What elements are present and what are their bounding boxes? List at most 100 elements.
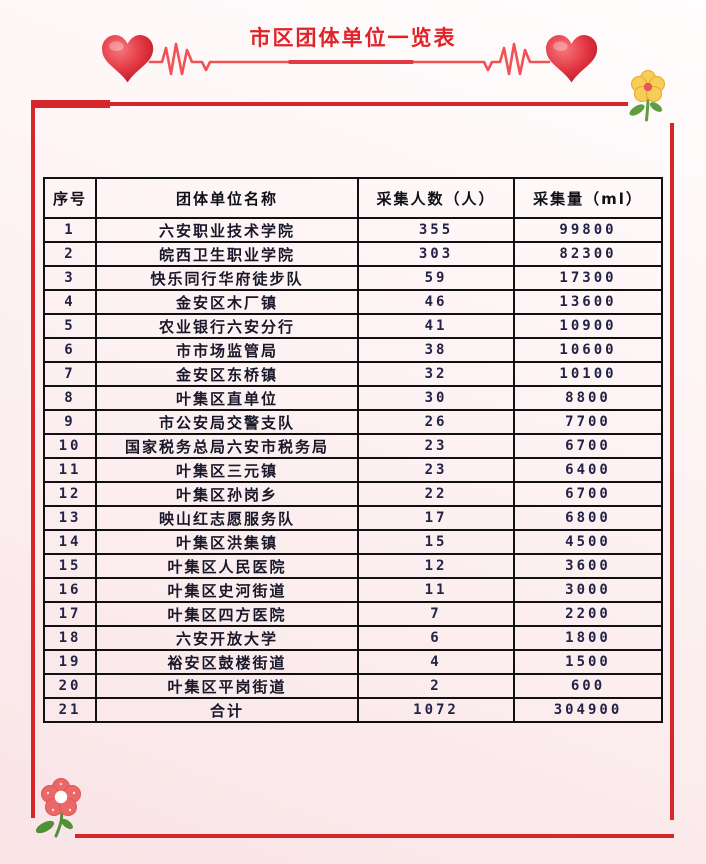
frame-left-line bbox=[31, 100, 35, 818]
cell-people-count: 355 bbox=[357, 217, 515, 243]
cell-unit-name: 金安区东桥镇 bbox=[95, 361, 359, 387]
pink-flower-icon bbox=[35, 778, 81, 838]
cell-unit-name: 合计 bbox=[95, 697, 359, 723]
table-row: 21 合计 1072 304900 bbox=[43, 697, 663, 723]
col-header-no: 序号 bbox=[43, 177, 97, 219]
col-header-people: 采集人数（人） bbox=[357, 177, 515, 219]
table-row: 11 叶集区三元镇 23 6400 bbox=[43, 457, 663, 483]
frame-top-line bbox=[31, 102, 628, 106]
cell-volume-ml: 7700 bbox=[513, 409, 663, 435]
cell-volume-ml: 1500 bbox=[513, 649, 663, 675]
table-row: 1 六安职业技术学院 355 99800 bbox=[43, 217, 663, 243]
cell-people-count: 41 bbox=[357, 313, 515, 339]
cell-volume-ml: 1800 bbox=[513, 625, 663, 651]
cell-serial-number: 12 bbox=[43, 481, 97, 507]
cell-volume-ml: 10100 bbox=[513, 361, 663, 387]
cell-people-count: 2 bbox=[357, 673, 515, 699]
cell-unit-name: 叶集区人民医院 bbox=[95, 553, 359, 579]
cell-serial-number: 18 bbox=[43, 625, 97, 651]
cell-volume-ml: 99800 bbox=[513, 217, 663, 243]
cell-serial-number: 20 bbox=[43, 673, 97, 699]
heart-icon bbox=[546, 35, 598, 83]
table-body: 1 六安职业技术学院 355 99800 2 皖西卫生职业学院 303 8230… bbox=[43, 217, 663, 723]
cell-volume-ml: 8800 bbox=[513, 385, 663, 411]
cell-unit-name: 叶集区孙岗乡 bbox=[95, 481, 359, 507]
cell-people-count: 32 bbox=[357, 361, 515, 387]
cell-volume-ml: 3000 bbox=[513, 577, 663, 603]
cell-volume-ml: 6700 bbox=[513, 433, 663, 459]
cell-people-count: 22 bbox=[357, 481, 515, 507]
cell-people-count: 15 bbox=[357, 529, 515, 555]
table-row: 19 裕安区鼓楼街道 4 1500 bbox=[43, 649, 663, 675]
cell-people-count: 26 bbox=[357, 409, 515, 435]
table-row: 6 市市场监管局 38 10600 bbox=[43, 337, 663, 363]
cell-volume-ml: 17300 bbox=[513, 265, 663, 291]
cell-people-count: 6 bbox=[357, 625, 515, 651]
table-row: 7 金安区东桥镇 32 10100 bbox=[43, 361, 663, 387]
cell-serial-number: 1 bbox=[43, 217, 97, 243]
cell-serial-number: 9 bbox=[43, 409, 97, 435]
cell-unit-name: 六安职业技术学院 bbox=[95, 217, 359, 243]
cell-volume-ml: 82300 bbox=[513, 241, 663, 267]
cell-serial-number: 13 bbox=[43, 505, 97, 531]
ekg-heartbeat-line-icon bbox=[148, 42, 551, 76]
cell-unit-name: 农业银行六安分行 bbox=[95, 313, 359, 339]
frame-bottom-line bbox=[75, 834, 674, 838]
heart-icon bbox=[102, 35, 154, 83]
group-units-table: 序号 团体单位名称 采集人数（人） 采集量（ml） 1 六安职业技术学院 355… bbox=[43, 177, 663, 723]
cell-volume-ml: 2200 bbox=[513, 601, 663, 627]
cell-volume-ml: 3600 bbox=[513, 553, 663, 579]
cell-serial-number: 21 bbox=[43, 697, 97, 723]
table-header-row: 序号 团体单位名称 采集人数（人） 采集量（ml） bbox=[43, 177, 663, 219]
cell-people-count: 38 bbox=[357, 337, 515, 363]
table-row: 3 快乐同行华府徒步队 59 17300 bbox=[43, 265, 663, 291]
cell-people-count: 303 bbox=[357, 241, 515, 267]
table-row: 18 六安开放大学 6 1800 bbox=[43, 625, 663, 651]
cell-serial-number: 14 bbox=[43, 529, 97, 555]
cell-serial-number: 3 bbox=[43, 265, 97, 291]
cell-people-count: 12 bbox=[357, 553, 515, 579]
table-row: 15 叶集区人民医院 12 3600 bbox=[43, 553, 663, 579]
cell-people-count: 1072 bbox=[357, 697, 515, 723]
cell-volume-ml: 10600 bbox=[513, 337, 663, 363]
col-header-volume: 采集量（ml） bbox=[513, 177, 663, 219]
yellow-flower-icon bbox=[629, 70, 665, 122]
table-row: 12 叶集区孙岗乡 22 6700 bbox=[43, 481, 663, 507]
table-row: 17 叶集区四方医院 7 2200 bbox=[43, 601, 663, 627]
cell-serial-number: 7 bbox=[43, 361, 97, 387]
cell-people-count: 59 bbox=[357, 265, 515, 291]
cell-volume-ml: 13600 bbox=[513, 289, 663, 315]
cell-unit-name: 六安开放大学 bbox=[95, 625, 359, 651]
cell-unit-name: 金安区木厂镇 bbox=[95, 289, 359, 315]
cell-serial-number: 6 bbox=[43, 337, 97, 363]
cell-people-count: 46 bbox=[357, 289, 515, 315]
table-row: 14 叶集区洪集镇 15 4500 bbox=[43, 529, 663, 555]
cell-people-count: 30 bbox=[357, 385, 515, 411]
cell-volume-ml: 304900 bbox=[513, 697, 663, 723]
table-row: 8 叶集区直单位 30 8800 bbox=[43, 385, 663, 411]
cell-unit-name: 市公安局交警支队 bbox=[95, 409, 359, 435]
table-row: 20 叶集区平岗街道 2 600 bbox=[43, 673, 663, 699]
cell-people-count: 17 bbox=[357, 505, 515, 531]
cell-serial-number: 2 bbox=[43, 241, 97, 267]
cell-volume-ml: 6400 bbox=[513, 457, 663, 483]
cell-serial-number: 17 bbox=[43, 601, 97, 627]
table-row: 9 市公安局交警支队 26 7700 bbox=[43, 409, 663, 435]
table-row: 13 映山红志愿服务队 17 6800 bbox=[43, 505, 663, 531]
cell-people-count: 7 bbox=[357, 601, 515, 627]
cell-unit-name: 市市场监管局 bbox=[95, 337, 359, 363]
cell-volume-ml: 6700 bbox=[513, 481, 663, 507]
cell-unit-name: 快乐同行华府徒步队 bbox=[95, 265, 359, 291]
cell-unit-name: 国家税务总局六安市税务局 bbox=[95, 433, 359, 459]
cell-serial-number: 15 bbox=[43, 553, 97, 579]
table-row: 10 国家税务总局六安市税务局 23 6700 bbox=[43, 433, 663, 459]
cell-unit-name: 叶集区平岗街道 bbox=[95, 673, 359, 699]
cell-unit-name: 叶集区直单位 bbox=[95, 385, 359, 411]
page-title: 市区团体单位一览表 bbox=[249, 26, 457, 50]
table-row: 5 农业银行六安分行 41 10900 bbox=[43, 313, 663, 339]
cell-serial-number: 10 bbox=[43, 433, 97, 459]
cell-volume-ml: 6800 bbox=[513, 505, 663, 531]
table-row: 16 叶集区史河街道 11 3000 bbox=[43, 577, 663, 603]
hearts-ekg-decoration bbox=[102, 35, 598, 83]
frame-right-line bbox=[670, 123, 674, 820]
